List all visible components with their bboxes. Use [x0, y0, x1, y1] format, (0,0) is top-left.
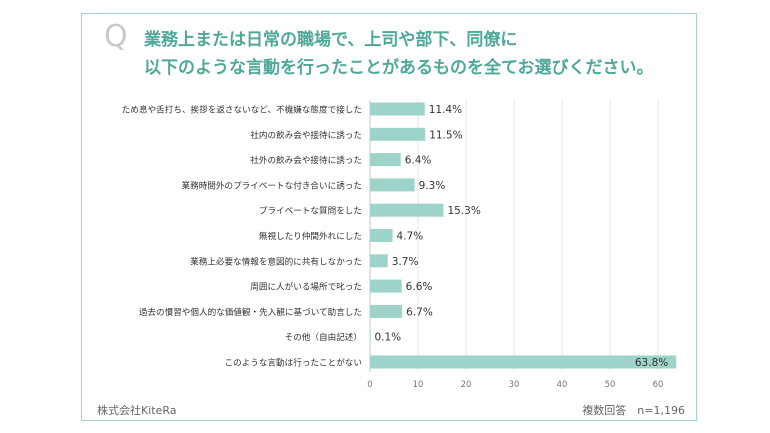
value-label: 11.5%	[429, 129, 462, 141]
value-label: 6.4%	[405, 155, 432, 167]
category-label: 社内の飲み会や接待に誘った	[250, 129, 362, 141]
company-name: 株式会社KiteRa	[97, 404, 177, 417]
bar	[370, 178, 415, 192]
card-frame	[81, 13, 697, 421]
category-label: 無視したり仲間外れにした	[259, 230, 362, 242]
x-tick-label: 30	[509, 380, 520, 390]
bar	[370, 153, 401, 167]
sample-note: 複数回答 n=1,196	[582, 404, 685, 417]
value-label: 0.1%	[374, 332, 401, 344]
value-label: 4.7%	[397, 231, 424, 243]
category-label: 社外の飲み会や接待に誘った	[250, 154, 362, 166]
x-tick-label: 40	[557, 380, 568, 390]
bar	[370, 127, 426, 141]
category-label: ため息や舌打ち、挨拶を返さないなど、不機嫌な態度で接した	[122, 104, 362, 116]
value-label: 6.7%	[406, 306, 433, 318]
q-icon: Q	[104, 19, 128, 54]
bar	[370, 304, 403, 318]
value-label: 15.3%	[447, 205, 480, 217]
bar	[370, 229, 393, 242]
category-label: 業務時間外のプライベートな付き合いに誘った	[182, 179, 362, 191]
category-label: このような言動は行ったことがない	[224, 357, 362, 369]
category-label: 業務上必要な情報を意図的に共有しなかった	[190, 255, 362, 267]
value-label: 6.6%	[406, 281, 433, 293]
x-tick-label: 0	[367, 380, 372, 390]
title-line-1: 業務上または日常の職場で、上司や部下、同僚に	[144, 30, 518, 50]
x-tick-label: 20	[461, 380, 472, 390]
bar	[370, 254, 388, 268]
category-label: プライベートな質問をした	[259, 206, 362, 217]
bar	[370, 330, 371, 344]
x-tick-label: 60	[653, 380, 664, 390]
value-label: 9.3%	[419, 180, 446, 192]
category-label: 周囲に人がいる場所で叱った	[250, 281, 362, 293]
bar	[370, 102, 425, 116]
x-tick-label: 10	[413, 380, 424, 390]
question-title: 業務上または日常の職場で、上司や部下、同僚に 以下のような言動を行ったことがある…	[144, 26, 684, 82]
category-label: 過去の慣習や個人的な価値観・先入観に基づいて助言した	[139, 306, 362, 318]
value-label: 11.4%	[429, 104, 462, 116]
category-label: その他（自由記述）	[285, 331, 362, 343]
title-line-2: 以下のような言動を行ったことがあるものを全てお選びください。	[144, 58, 654, 78]
value-label: 3.7%	[392, 256, 419, 268]
bar	[370, 203, 444, 217]
value-label: 63.8%	[635, 357, 668, 369]
x-tick-label: 50	[605, 380, 616, 390]
bar	[370, 279, 402, 293]
bar	[370, 355, 677, 369]
